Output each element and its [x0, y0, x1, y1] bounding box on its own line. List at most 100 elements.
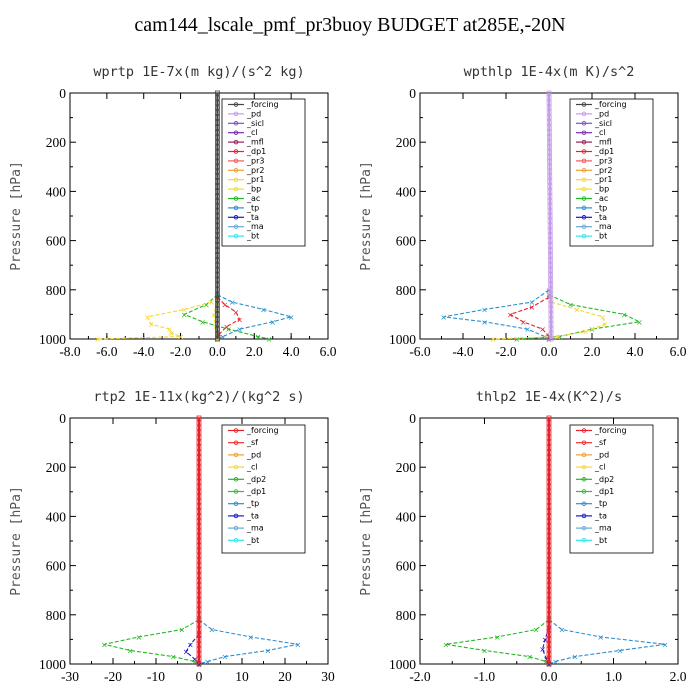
series-marker [215, 154, 220, 160]
series-marker: × [546, 660, 553, 669]
series-marker [547, 243, 553, 248]
series-marker: × [266, 335, 273, 344]
series-marker [215, 238, 220, 244]
series-marker [546, 602, 552, 608]
legend-entry: _cl [246, 463, 258, 472]
x-tick-label: 2.0 [670, 669, 687, 684]
series-marker: × [526, 653, 533, 662]
series-marker [546, 518, 552, 524]
series-marker [548, 311, 554, 317]
series-marker [196, 553, 202, 559]
y-axis-label: Pressure [hPa] [9, 486, 24, 596]
series-marker [215, 169, 220, 175]
series-marker [546, 125, 552, 130]
series-marker [215, 297, 220, 303]
series-marker [196, 469, 202, 475]
series-marker [196, 637, 202, 642]
series-marker: × [209, 298, 216, 307]
series-marker [546, 469, 552, 475]
legend-marker [581, 168, 587, 173]
series-marker [547, 248, 553, 253]
series-line [548, 619, 666, 665]
legend-entry: _sf [594, 438, 606, 447]
series-marker: × [229, 298, 236, 307]
y-tick-label: 1000 [39, 332, 66, 347]
series-marker [546, 607, 552, 613]
series-marker [546, 454, 552, 460]
series-marker [196, 617, 202, 623]
series-line [97, 301, 213, 340]
series-marker [546, 474, 552, 480]
chart-panel-3: rtp2 1E-11x(kg^2)/(kg^2 s) Pressure [hPa]… [9, 389, 335, 684]
series-marker: × [440, 313, 447, 322]
legend-entry: _ma [594, 222, 612, 231]
legend-marker [581, 224, 587, 229]
series-marker [548, 331, 554, 337]
series-marker [548, 272, 553, 278]
series-marker [215, 316, 220, 322]
legend-marker [233, 130, 239, 135]
series-marker [215, 277, 220, 283]
series-marker [546, 656, 552, 662]
panel-title: wpthlp 1E-4x(m K)/s^2 [464, 64, 635, 80]
series-marker [196, 445, 202, 450]
series-marker [196, 450, 202, 455]
series-marker: × [617, 646, 624, 655]
legend-entry: _tp [594, 499, 607, 508]
series-marker [548, 252, 553, 258]
series-marker [215, 90, 220, 96]
legend-marker [581, 130, 587, 135]
legend-entry: _bt [594, 536, 607, 545]
series-marker: × [559, 626, 566, 635]
series-marker: × [144, 313, 151, 322]
series-marker: × [260, 305, 267, 314]
legend-marker [233, 139, 239, 145]
series-marker [546, 617, 552, 623]
legend-entry: _forcing [594, 100, 627, 109]
legend-marker [581, 158, 587, 164]
legend-entry: _pr3 [246, 156, 264, 165]
series-marker: × [181, 305, 188, 314]
legend-entry: _pr2 [594, 166, 612, 175]
legend-marker [581, 121, 587, 126]
series-marker [196, 622, 202, 628]
series-marker [547, 169, 553, 175]
series-marker: × [199, 318, 206, 327]
legend-entry: _ma [246, 524, 264, 533]
series-marker [546, 573, 552, 578]
series-marker: × [546, 660, 553, 669]
x-tick-label: 4.0 [283, 344, 300, 359]
series-marker [546, 484, 552, 490]
legend-entry: _cl [594, 463, 606, 472]
y-tick-label: 800 [396, 283, 417, 298]
series-marker [196, 612, 202, 618]
series-marker [546, 415, 552, 421]
series-marker: × [209, 626, 216, 635]
series-marker [547, 233, 553, 239]
series-marker [547, 139, 552, 145]
series-marker [196, 464, 202, 470]
series-marker: × [546, 660, 553, 669]
series-marker [215, 188, 220, 194]
series-marker: × [177, 333, 184, 342]
series-marker [215, 233, 220, 239]
legend-marker [581, 215, 587, 220]
legend-marker [233, 205, 239, 211]
series-marker: × [170, 653, 177, 662]
legend-entry: _forcing [594, 426, 627, 435]
x-tick-label: -20 [104, 669, 122, 684]
series-marker [215, 252, 220, 258]
y-tick-label: 1000 [389, 657, 416, 672]
series-marker: × [187, 640, 194, 649]
legend-marker [581, 525, 587, 531]
series-marker: × [528, 303, 535, 312]
series-marker [196, 504, 202, 509]
series-marker: × [214, 335, 221, 344]
series-marker: × [574, 305, 581, 314]
series-marker [196, 568, 202, 573]
x-tick-label: -2.0 [409, 669, 431, 684]
y-tick-label: 800 [396, 608, 417, 623]
series-marker: × [524, 325, 531, 334]
series-marker: × [542, 658, 549, 667]
series-marker [215, 223, 220, 229]
